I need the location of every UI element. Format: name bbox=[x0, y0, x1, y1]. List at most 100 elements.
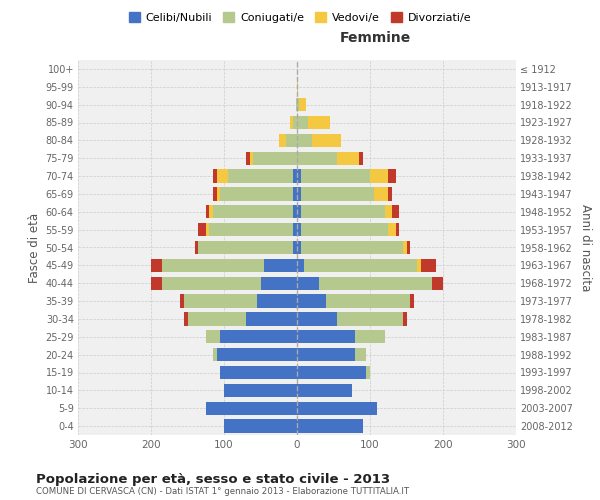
Text: COMUNE DI CERVASCA (CN) - Dati ISTAT 1° gennaio 2013 - Elaborazione TUTTITALIA.I: COMUNE DI CERVASCA (CN) - Dati ISTAT 1° … bbox=[36, 488, 409, 496]
Bar bbox=[297, 258, 304, 272]
Bar bbox=[293, 223, 297, 236]
Bar bbox=[213, 170, 217, 183]
Text: Popolazione per età, sesso e stato civile - 2013: Popolazione per età, sesso e stato civil… bbox=[36, 472, 390, 486]
Bar bbox=[297, 420, 362, 433]
Bar bbox=[337, 152, 359, 165]
Bar bbox=[385, 205, 392, 218]
Bar bbox=[297, 402, 377, 415]
Bar bbox=[304, 258, 418, 272]
Bar bbox=[151, 276, 162, 290]
Bar bbox=[279, 134, 286, 147]
Bar bbox=[162, 276, 260, 290]
Bar bbox=[184, 294, 257, 308]
Bar bbox=[301, 205, 385, 218]
Bar bbox=[418, 258, 421, 272]
Bar bbox=[403, 241, 407, 254]
Bar bbox=[388, 170, 395, 183]
Bar bbox=[224, 420, 297, 433]
Bar bbox=[297, 223, 301, 236]
Bar bbox=[308, 116, 330, 129]
Text: Femmine: Femmine bbox=[340, 31, 412, 45]
Bar bbox=[359, 152, 362, 165]
Bar bbox=[217, 187, 220, 200]
Bar bbox=[432, 276, 443, 290]
Bar bbox=[246, 152, 250, 165]
Bar bbox=[297, 241, 301, 254]
Bar bbox=[297, 348, 355, 362]
Bar bbox=[253, 152, 297, 165]
Bar bbox=[206, 330, 220, 344]
Bar bbox=[301, 187, 374, 200]
Bar bbox=[293, 241, 297, 254]
Bar bbox=[337, 312, 403, 326]
Bar bbox=[297, 116, 308, 129]
Bar bbox=[367, 366, 370, 379]
Bar bbox=[220, 366, 297, 379]
Bar bbox=[206, 223, 209, 236]
Bar bbox=[297, 80, 298, 94]
Bar bbox=[410, 294, 414, 308]
Bar bbox=[301, 241, 403, 254]
Bar bbox=[199, 223, 206, 236]
Bar bbox=[213, 187, 217, 200]
Bar bbox=[206, 205, 209, 218]
Bar bbox=[355, 348, 367, 362]
Bar bbox=[407, 241, 410, 254]
Bar bbox=[199, 241, 293, 254]
Bar bbox=[293, 187, 297, 200]
Bar bbox=[209, 205, 213, 218]
Bar bbox=[257, 294, 297, 308]
Bar bbox=[296, 98, 297, 112]
Bar bbox=[319, 276, 432, 290]
Bar bbox=[209, 223, 293, 236]
Bar bbox=[297, 98, 299, 112]
Bar bbox=[151, 258, 162, 272]
Bar bbox=[421, 258, 436, 272]
Bar bbox=[293, 205, 297, 218]
Bar bbox=[370, 170, 388, 183]
Bar bbox=[297, 187, 301, 200]
Bar bbox=[264, 258, 297, 272]
Bar bbox=[217, 170, 227, 183]
Bar bbox=[297, 366, 367, 379]
Bar bbox=[297, 384, 352, 397]
Y-axis label: Fasce di età: Fasce di età bbox=[28, 212, 41, 282]
Bar bbox=[246, 312, 297, 326]
Bar bbox=[250, 152, 253, 165]
Bar bbox=[195, 241, 199, 254]
Bar bbox=[311, 134, 341, 147]
Bar bbox=[217, 348, 297, 362]
Legend: Celibi/Nubili, Coniugati/e, Vedovi/e, Divorziati/e: Celibi/Nubili, Coniugati/e, Vedovi/e, Di… bbox=[124, 8, 476, 28]
Bar bbox=[220, 330, 297, 344]
Bar bbox=[297, 294, 326, 308]
Bar bbox=[355, 330, 385, 344]
Bar bbox=[213, 348, 217, 362]
Bar bbox=[326, 294, 410, 308]
Bar bbox=[293, 170, 297, 183]
Bar bbox=[290, 116, 293, 129]
Bar bbox=[388, 223, 395, 236]
Bar bbox=[392, 205, 399, 218]
Bar bbox=[187, 312, 246, 326]
Y-axis label: Anni di nascita: Anni di nascita bbox=[578, 204, 592, 291]
Bar bbox=[180, 294, 184, 308]
Bar bbox=[206, 402, 297, 415]
Bar bbox=[403, 312, 407, 326]
Bar bbox=[293, 116, 297, 129]
Bar bbox=[286, 134, 297, 147]
Bar bbox=[184, 312, 187, 326]
Bar bbox=[224, 384, 297, 397]
Bar bbox=[162, 258, 264, 272]
Bar bbox=[260, 276, 297, 290]
Bar bbox=[299, 98, 307, 112]
Bar bbox=[297, 134, 311, 147]
Bar bbox=[395, 223, 399, 236]
Bar bbox=[220, 187, 293, 200]
Bar bbox=[297, 170, 301, 183]
Bar bbox=[297, 312, 337, 326]
Bar bbox=[388, 187, 392, 200]
Bar bbox=[297, 152, 337, 165]
Bar bbox=[213, 205, 293, 218]
Bar bbox=[227, 170, 293, 183]
Bar bbox=[297, 205, 301, 218]
